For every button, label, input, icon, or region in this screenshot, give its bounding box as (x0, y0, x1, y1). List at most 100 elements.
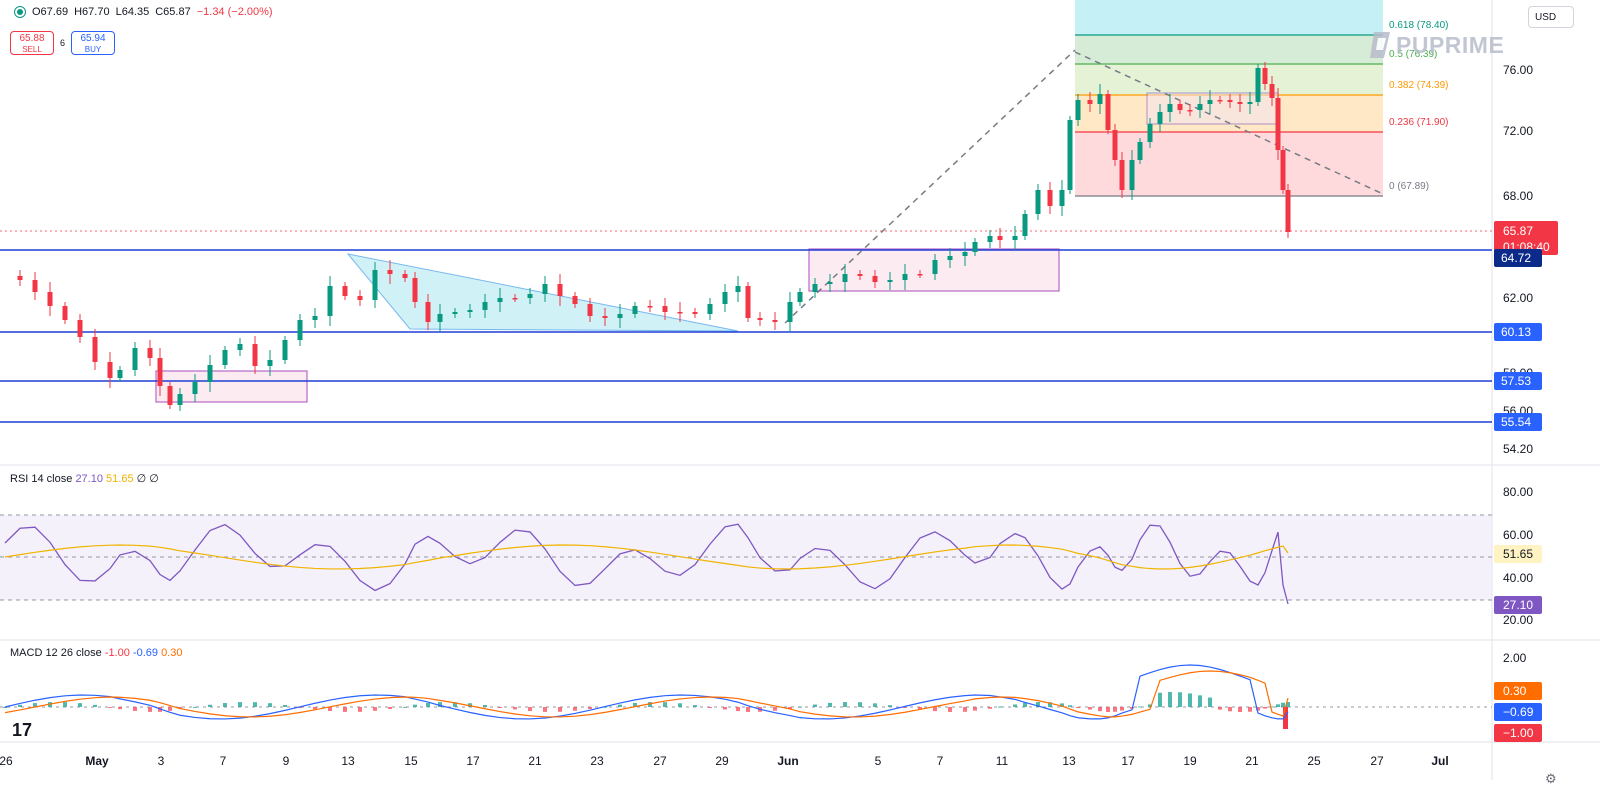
candle-body (572, 296, 578, 304)
fib-band (1075, 132, 1383, 196)
macd-histogram-bar (1270, 706, 1274, 708)
rsi-tick: 20.00 (1503, 613, 1533, 627)
macd-histogram-bar (513, 707, 517, 710)
candle-body (92, 337, 98, 362)
tradingview-logo-icon: 17 (12, 720, 32, 740)
time-axis-label: 9 (283, 754, 290, 768)
macd-histogram-bar (148, 707, 152, 712)
level-price-value: 64.72 (1501, 251, 1531, 265)
market-status-icon (14, 6, 26, 18)
buy-button[interactable]: 65.94 BUY (71, 31, 116, 55)
candle-body (1247, 102, 1253, 104)
candle-body (207, 365, 213, 382)
candle-body (662, 306, 668, 312)
candle-body (857, 274, 863, 276)
time-axis-label: 17 (1121, 754, 1135, 768)
macd-histogram-bar (1218, 707, 1222, 710)
candle-body (327, 286, 333, 316)
broker-logo: PUPRIME (1366, 30, 1504, 60)
price-tick: 54.20 (1503, 442, 1533, 456)
trade-panel: 65.88 SELL 6 65.94 BUY (10, 31, 116, 55)
macd-histogram-bar (168, 707, 172, 711)
macd-histogram-bar (693, 705, 697, 707)
fib-band (1075, 0, 1383, 35)
level-price-value: 57.53 (1501, 374, 1531, 388)
macd-histogram-bar (1013, 704, 1017, 707)
ohlc-high: H67.70 (74, 6, 110, 18)
macd-histogram-bar (1036, 702, 1040, 707)
macd-histogram-bar (603, 706, 607, 708)
macd-histogram-bar (283, 704, 287, 707)
candle-body (1097, 94, 1103, 104)
candle-body (1275, 98, 1281, 150)
time-axis-label: 29 (715, 754, 729, 768)
candle-body (647, 306, 653, 308)
candle-body (1112, 130, 1118, 160)
current-price-tag (1494, 221, 1558, 255)
candle-body (947, 256, 953, 260)
candle-body (1105, 94, 1111, 130)
candle-body (107, 362, 113, 378)
rsi-title: RSI 14 close (10, 473, 73, 485)
macd-histogram-bar (973, 707, 977, 711)
macd-histogram-bar (1198, 695, 1202, 707)
macd-histogram-bar (498, 707, 502, 708)
candle-body (735, 286, 741, 292)
time-axis-label: 27 (1370, 754, 1384, 768)
candle-body (452, 312, 458, 314)
candle-body (192, 382, 198, 394)
macd-histogram-bar (948, 707, 952, 712)
time-axis-label: 21 (528, 754, 542, 768)
candle-body (527, 294, 533, 298)
macd-histogram-bar (573, 707, 577, 711)
buy-label: BUY (84, 45, 102, 54)
sell-button[interactable]: 65.88 SELL (10, 31, 54, 55)
time-axis-label: 17 (466, 754, 480, 768)
macd-histogram-bar (1281, 702, 1285, 707)
candle-body (722, 292, 728, 304)
macd-histogram-bar (723, 707, 727, 710)
macd-histogram-bar (1088, 707, 1092, 710)
candle-body (267, 360, 273, 366)
candle-body (312, 316, 318, 320)
candle-body (1262, 68, 1268, 84)
candle-body (252, 344, 258, 366)
macd-histogram-bar (413, 704, 417, 707)
currency-selector[interactable]: USD (1528, 6, 1574, 28)
candle-body (745, 286, 751, 318)
time-axis-label: 26 (0, 754, 13, 768)
macd-histogram-bar (3, 707, 7, 708)
fib-band (1075, 35, 1383, 64)
candle-body (602, 316, 608, 318)
candle-body (1269, 84, 1275, 98)
macd-histogram-bar (453, 702, 457, 707)
macd-histogram-bar (33, 703, 37, 707)
settings-gear-icon[interactable]: ⚙ (1545, 771, 1557, 786)
candle-body (1227, 100, 1233, 102)
macd-histogram-bar (888, 705, 892, 707)
candle-body (797, 292, 803, 302)
time-axis-label: 5 (875, 754, 882, 768)
rsi-tick: 60.00 (1503, 528, 1533, 542)
sell-label: SELL (22, 45, 42, 54)
spread-value: 6 (60, 38, 66, 48)
macd-histogram-bar (873, 703, 877, 707)
macd-histogram-bar (1023, 702, 1027, 707)
time-axis-label: 27 (653, 754, 667, 768)
rsi-line (4, 523, 1289, 605)
candle-body (437, 314, 443, 322)
macd-histogram-bar (1060, 703, 1064, 707)
fib-level-label: 0.382 (74.39) (1389, 80, 1449, 91)
candle-body (387, 270, 393, 274)
macd-histogram-bar (963, 707, 967, 712)
rsi-value-tag-value: 27.10 (1503, 598, 1533, 612)
candle-body (357, 296, 363, 300)
candle-body (842, 274, 848, 282)
rsi-extra: ∅ ∅ (136, 473, 159, 485)
time-axis-label: 13 (1062, 754, 1076, 768)
macd-value-tag-value: 0.30 (1503, 684, 1527, 698)
candle-body (1087, 100, 1093, 104)
candle-body (1255, 68, 1261, 102)
